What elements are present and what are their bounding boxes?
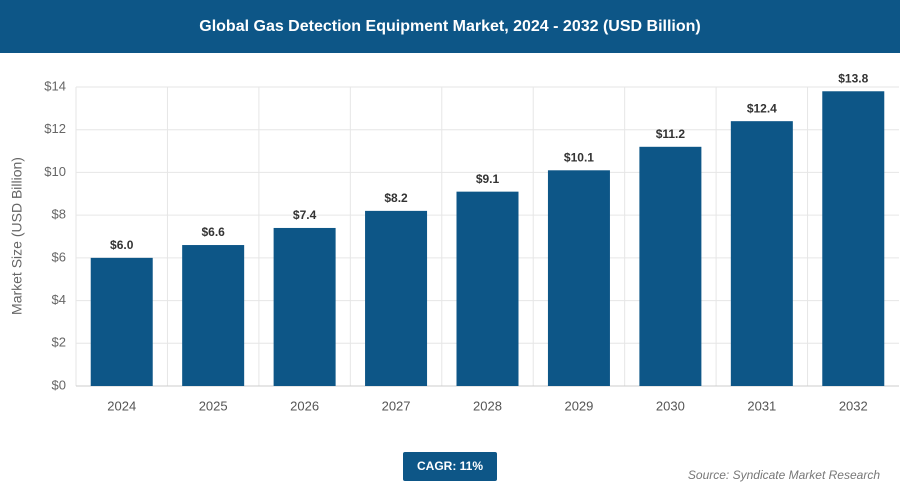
cagr-box (403, 452, 497, 481)
bar (456, 191, 519, 386)
bar (639, 146, 702, 386)
y-tick-label: $14 (44, 78, 66, 93)
y-tick-label: $2 (52, 335, 66, 350)
x-tick-label: 2026 (290, 398, 319, 413)
value-label: $8.2 (384, 191, 408, 205)
y-axis-title: Market Size (USD Billion) (9, 157, 25, 315)
chart-title: Global Gas Detection Equipment Market, 2… (199, 18, 700, 35)
x-tick-label: 2025 (199, 398, 228, 413)
bar (182, 245, 245, 386)
bar (730, 121, 793, 387)
bar (547, 170, 610, 386)
bar (822, 91, 885, 387)
value-label: $9.1 (476, 172, 500, 186)
x-tick-label: 2027 (382, 398, 411, 413)
cagr-label: CAGR: 11% (417, 459, 483, 473)
value-label: $11.2 (656, 127, 686, 141)
bar (90, 257, 153, 386)
value-label: $7.4 (293, 208, 317, 222)
bar (365, 210, 428, 386)
value-label: $10.1 (564, 150, 594, 164)
y-tick-label: $10 (44, 164, 66, 179)
header-banner (0, 0, 900, 53)
x-tick-label: 2024 (107, 398, 136, 413)
x-tick-label: 2028 (473, 398, 502, 413)
x-tick-label: 2031 (747, 398, 776, 413)
value-label: $13.8 (838, 71, 868, 85)
y-tick-label: $6 (52, 249, 66, 264)
x-tick-label: 2029 (564, 398, 593, 413)
value-label: $6.0 (110, 238, 134, 252)
y-tick-label: $4 (52, 292, 66, 307)
value-label: $12.4 (747, 101, 777, 115)
source-note: Source: Syndicate Market Research (688, 468, 880, 482)
bar (273, 227, 336, 386)
x-tick-label: 2032 (839, 398, 868, 413)
y-tick-label: $8 (52, 207, 66, 222)
value-label: $6.6 (201, 225, 225, 239)
y-tick-label: $0 (52, 377, 66, 392)
y-tick-label: $12 (44, 121, 66, 136)
x-tick-label: 2030 (656, 398, 685, 413)
